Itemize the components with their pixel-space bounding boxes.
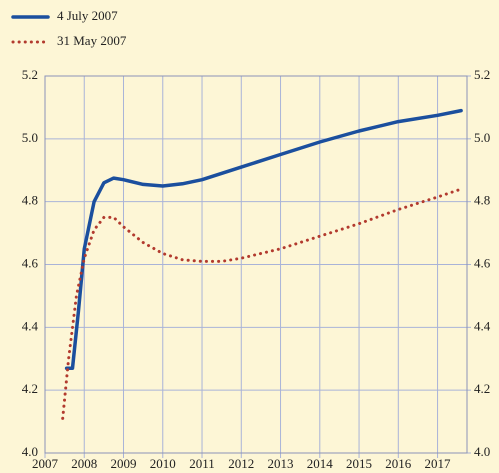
x-tick-label: 2010 — [150, 456, 176, 471]
y-tick-label: 4.8 — [22, 193, 38, 208]
x-tick-label: 2012 — [228, 456, 254, 471]
x-tick-label: 2015 — [346, 456, 372, 471]
y2-tick-label: 4.0 — [474, 444, 490, 459]
plot-frame — [44, 75, 468, 454]
y-tick-label: 4.0 — [22, 444, 38, 459]
x-tick-label: 2008 — [71, 456, 97, 471]
y2-tick-label: 4.2 — [474, 381, 490, 396]
y-tick-label: 5.2 — [22, 67, 38, 82]
x-tick-label: 2011 — [189, 456, 215, 471]
data-line — [61, 187, 463, 420]
x-tick-label: 2009 — [111, 456, 137, 471]
y2-tick-label: 5.0 — [474, 130, 490, 145]
y-tick-label: 4.6 — [22, 255, 39, 270]
y2-tick-label: 4.6 — [474, 255, 491, 270]
y2-tick-label: 5.2 — [474, 67, 490, 82]
x-tick-label: 2013 — [268, 456, 294, 471]
y-tick-label: 4.4 — [22, 318, 39, 333]
y2-tick-label: 4.4 — [474, 318, 491, 333]
x-tick-label: 2017 — [425, 456, 452, 471]
x-tick-label: 2016 — [385, 456, 412, 471]
x-tick-label: 2007 — [32, 456, 59, 471]
y2-tick-label: 4.8 — [474, 193, 490, 208]
y-tick-label: 5.0 — [22, 130, 38, 145]
data-line — [64, 108, 463, 370]
legend-label: 4 July 2007 — [57, 8, 118, 23]
legend-label: 31 May 2007 — [57, 33, 127, 48]
x-tick-label: 2014 — [307, 456, 334, 471]
y-tick-label: 4.2 — [22, 381, 38, 396]
